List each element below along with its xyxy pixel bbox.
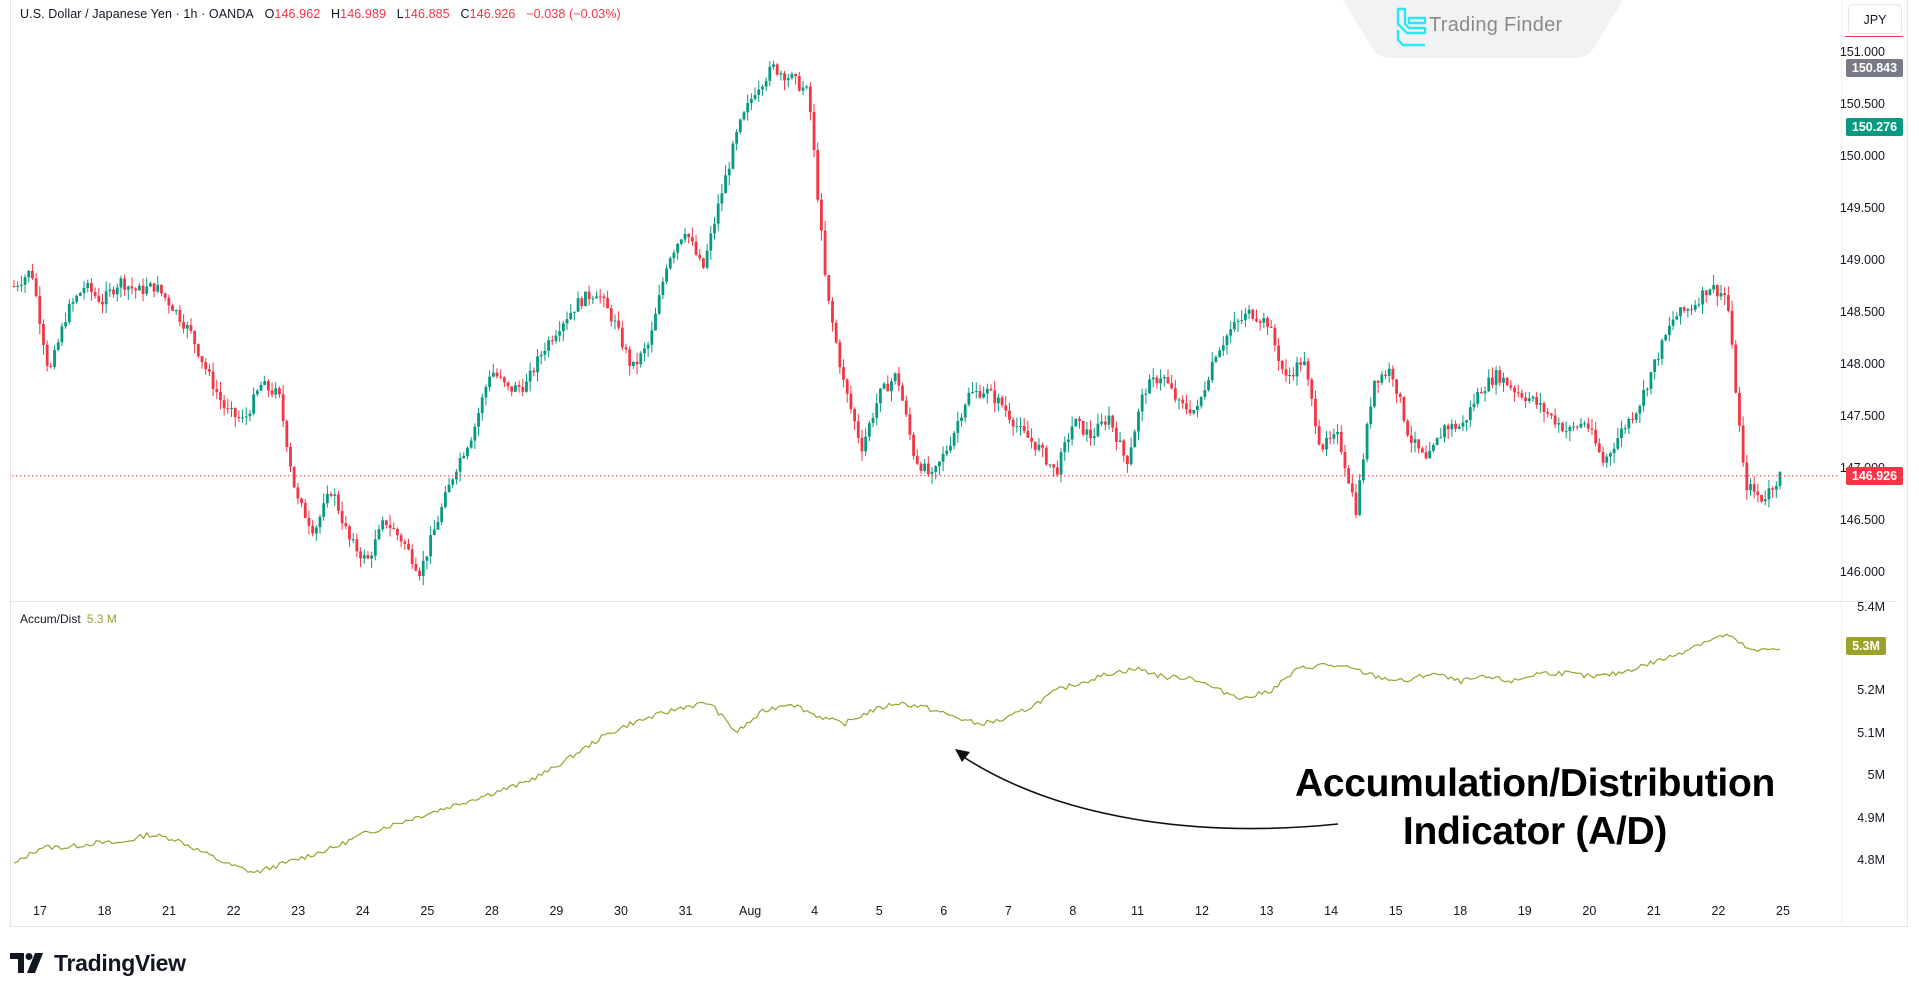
indicator-value-badge: 5.3M <box>1846 637 1886 655</box>
time-tick: 28 <box>484 904 499 918</box>
time-tick: 6 <box>940 904 948 918</box>
annotation-line-2: Indicator (A/D) <box>1402 810 1668 853</box>
time-tick: 5 <box>875 904 883 918</box>
price-tick: 150.500 <box>1839 97 1885 111</box>
accum-dist-line <box>13 633 1781 874</box>
price-axis-divider <box>1841 0 1842 927</box>
indicator-tick: 5M <box>1867 768 1885 782</box>
pane-divider[interactable] <box>10 601 1897 602</box>
time-tick: 21 <box>1646 904 1661 918</box>
price-tick: 148.500 <box>1839 305 1885 319</box>
annotation-text: Accumulation/Distribution Indicator (A/D… <box>1295 760 1775 856</box>
annotation-line-1: Accumulation/Distribution <box>1295 762 1776 805</box>
price-tick: 150.000 <box>1839 149 1885 163</box>
indicator-tick: 5.1M <box>1857 725 1885 740</box>
low-value: 146.885 <box>403 7 450 21</box>
tradingview-logo[interactable]: TradingView <box>10 950 186 976</box>
indicator-tick: 4.9M <box>1857 810 1885 825</box>
price-tick: 149.500 <box>1839 201 1885 215</box>
symbol-legend[interactable]: U.S. Dollar / Japanese Yen · 1h · OANDA … <box>20 7 621 21</box>
time-tick: 13 <box>1259 904 1274 918</box>
time-tick: 25 <box>1776 904 1790 918</box>
close-value: 146.926 <box>469 7 516 21</box>
low-label: L <box>396 7 404 21</box>
price-tick: 148.000 <box>1839 357 1885 371</box>
time-tick: Aug <box>738 904 762 918</box>
price-badge: 150.843 <box>1846 59 1903 78</box>
price-tick: 146.000 <box>1839 565 1885 579</box>
chart-frame <box>10 0 1908 927</box>
time-tick: 24 <box>355 904 370 918</box>
time-tick: 11 <box>1130 904 1144 918</box>
annotation-arrow <box>961 755 1339 830</box>
currency-button[interactable]: JPY <box>1848 4 1902 34</box>
time-tick: 22 <box>226 904 241 918</box>
time-tick: 30 <box>614 904 628 918</box>
time-tick: 31 <box>678 904 693 918</box>
price-tick: 149.000 <box>1839 253 1885 267</box>
tradingview-logo-icon <box>10 953 43 973</box>
time-tick: 25 <box>420 904 435 918</box>
price-tick: 147.500 <box>1839 409 1885 423</box>
currency-underline <box>1845 36 1903 37</box>
indicator-tick: 5.2M <box>1857 683 1885 697</box>
time-tick: 4 <box>811 904 819 918</box>
arrow-head-icon <box>955 749 970 762</box>
time-tick: 12 <box>1195 904 1209 918</box>
change-value: −0.038 (−0.03%) <box>526 7 621 21</box>
time-tick: 14 <box>1324 904 1339 918</box>
indicator-value: 5.3 M <box>86 612 117 626</box>
close-label: C <box>460 7 470 21</box>
high-value: 146.989 <box>340 7 387 21</box>
open-value: 146.962 <box>274 7 321 21</box>
price-tick: 146.500 <box>1839 513 1885 527</box>
open-label: O <box>264 7 275 21</box>
tradingview-brand: TradingView <box>54 949 186 976</box>
time-tick: 17 <box>33 904 47 918</box>
price-badge: 146.926 <box>1846 466 1903 485</box>
trading-finder-logo-icon <box>1396 7 1427 47</box>
time-tick: 20 <box>1582 904 1597 918</box>
high-label: H <box>331 7 341 21</box>
price-badge: 150.276 <box>1846 118 1903 137</box>
indicator-tick: 4.8M <box>1857 853 1885 867</box>
symbol-title: U.S. Dollar / Japanese Yen · 1h · OANDA <box>20 7 254 21</box>
time-tick: 15 <box>1388 904 1403 918</box>
time-tick: 22 <box>1711 904 1726 918</box>
indicator-legend[interactable]: Accum/Dist 5.3 M <box>20 612 117 626</box>
price-tick: 151.000 <box>1839 45 1885 59</box>
time-tick: 18 <box>97 904 112 918</box>
time-tick: 18 <box>1453 904 1468 918</box>
time-tick: 23 <box>291 904 306 918</box>
indicator-tick: 5.4M <box>1857 600 1885 614</box>
time-tick: 7 <box>1004 904 1012 918</box>
time-tick: 21 <box>162 904 177 918</box>
indicator-name: Accum/Dist <box>20 612 81 626</box>
trading-finder-watermark <box>1343 0 1623 58</box>
trading-finder-brand: Trading Finder <box>1429 14 1563 36</box>
time-tick: 29 <box>549 904 564 918</box>
time-tick: 8 <box>1069 904 1077 918</box>
time-tick: 19 <box>1517 904 1532 918</box>
